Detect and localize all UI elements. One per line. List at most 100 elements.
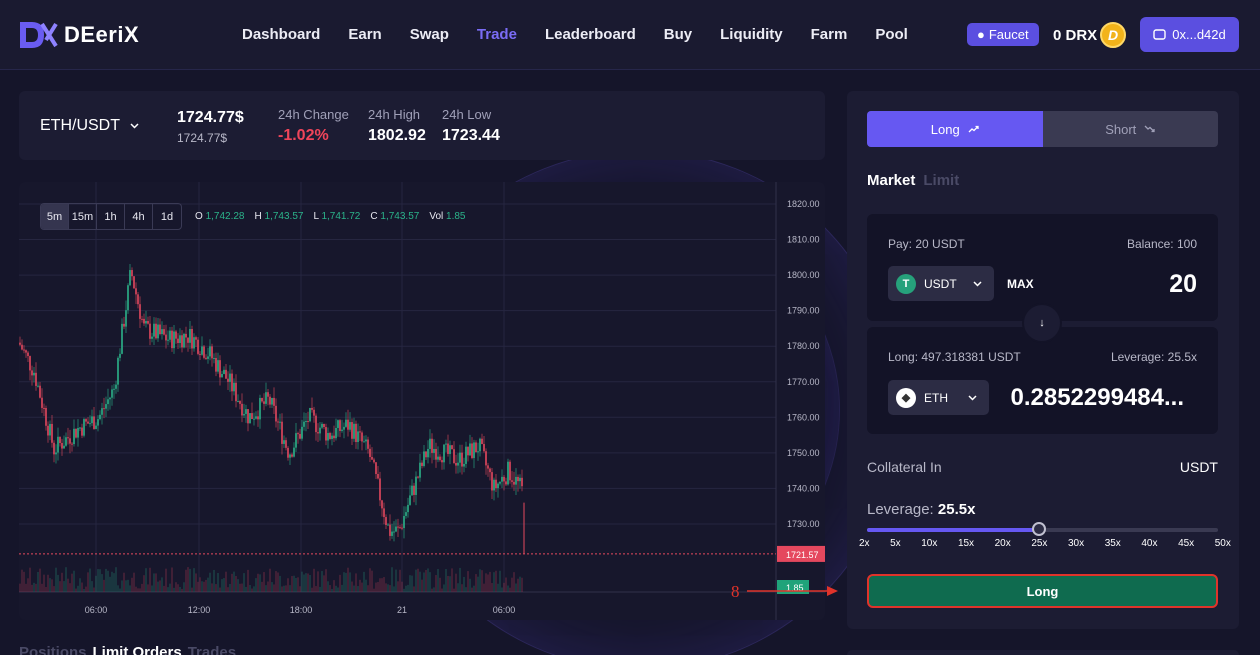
nav-earn[interactable]: Earn	[348, 26, 382, 43]
candle-body	[225, 369, 227, 379]
nav-liquidity[interactable]: Liquidity	[720, 26, 783, 43]
candle-body	[297, 433, 299, 435]
candle-body	[355, 423, 357, 443]
volume-bar	[219, 587, 221, 592]
nav-trade[interactable]: Trade	[476, 26, 517, 43]
volume-bar	[393, 586, 395, 592]
leverage-tick[interactable]: 15x	[957, 538, 975, 549]
time-tick-label: 21	[397, 605, 407, 615]
candle-body	[281, 421, 283, 444]
pair-selector[interactable]: ETH/USDT	[40, 117, 139, 135]
long-submit-button[interactable]: Long	[867, 574, 1218, 608]
tab-trades[interactable]: Trades	[187, 644, 237, 655]
candle-body	[245, 409, 247, 414]
leverage-tick[interactable]: 2x	[859, 538, 870, 549]
nav-dashboard[interactable]: Dashboard	[242, 26, 321, 43]
candle-body	[293, 447, 295, 457]
candle-body	[461, 452, 463, 467]
volume-bar	[437, 569, 439, 592]
nav-buy[interactable]: Buy	[663, 26, 693, 43]
candle-body	[107, 399, 109, 405]
volume-bar	[447, 575, 449, 592]
nav-pool[interactable]: Pool	[875, 26, 908, 43]
max-button[interactable]: MAX	[1007, 277, 1034, 291]
order-type-market[interactable]: Market	[867, 172, 916, 189]
volume-bar	[121, 580, 123, 592]
low-stat: 24h Low 1723.44	[442, 107, 500, 145]
candle-body	[267, 392, 269, 397]
leverage-tick[interactable]: 30x	[1068, 538, 1085, 549]
volume-bar	[35, 583, 37, 592]
leverage-tick[interactable]: 40x	[1141, 538, 1158, 549]
volume-bar	[43, 574, 45, 592]
time-tick-label: 18:00	[290, 605, 313, 615]
candle-body	[305, 421, 307, 423]
leverage-tick[interactable]: 50x	[1214, 538, 1231, 549]
tab-limit-orders[interactable]: Limit Orders	[92, 644, 182, 655]
volume-bar	[109, 576, 111, 592]
volume-bar	[231, 573, 233, 592]
swap-direction-button[interactable]: ↓	[1022, 303, 1062, 343]
volume-bar	[71, 573, 73, 592]
timeframe-1h[interactable]: 1h	[97, 204, 125, 229]
wallet-button[interactable]: 0x...d42d	[1140, 17, 1239, 52]
receive-amount[interactable]: 0.2852299484...	[1010, 384, 1185, 411]
leverage-slider[interactable]	[867, 522, 1218, 536]
faucet-icon: ●	[977, 27, 985, 42]
order-type-limit[interactable]: Limit	[923, 172, 960, 189]
candle-body	[205, 357, 207, 359]
candle-body	[213, 357, 215, 359]
price-tick-label: 1770.00	[787, 377, 820, 387]
candle-body	[277, 421, 279, 423]
candle-body	[383, 508, 385, 518]
timeframe-4h[interactable]: 4h	[125, 204, 153, 229]
leverage-tick[interactable]: 25x	[1031, 538, 1048, 549]
timeframe-15m[interactable]: 15m	[69, 204, 97, 229]
volume-bar	[497, 583, 499, 592]
receive-token-selector[interactable]: ◆ ETH	[888, 380, 989, 415]
nav-farm[interactable]: Farm	[810, 26, 848, 43]
short-tab-label: Short	[1105, 121, 1137, 137]
leverage-slider-thumb[interactable]	[1031, 522, 1046, 536]
timeframe-5m[interactable]: 5m	[41, 204, 69, 229]
candle-body	[145, 321, 147, 324]
leverage-tick[interactable]: 5x	[890, 538, 901, 549]
volume-bar	[23, 571, 25, 592]
volume-bar	[347, 567, 349, 592]
leverage-tick[interactable]: 10x	[921, 538, 938, 549]
leverage-tick[interactable]: 35x	[1104, 538, 1121, 549]
tab-long[interactable]: Long	[867, 111, 1043, 147]
volume-bar	[135, 586, 137, 592]
candle-body	[485, 451, 487, 466]
candle-body	[361, 432, 363, 442]
volume-bar	[199, 577, 201, 592]
volume-bar	[459, 567, 461, 592]
leverage-tick[interactable]: 20x	[994, 538, 1011, 549]
volume-bar	[205, 579, 207, 592]
volume-bar	[147, 584, 149, 592]
candle-body	[471, 443, 473, 459]
volume-bar	[365, 579, 367, 592]
price-chart[interactable]: 1820.00 1810.00 1800.00 1790.00 1780.00 1770.…	[19, 182, 825, 620]
candle-body	[275, 405, 277, 422]
candle-body	[201, 346, 203, 355]
volume-bar	[81, 582, 83, 592]
tab-positions[interactable]: Positions	[19, 644, 87, 655]
nav-swap[interactable]: Swap	[409, 26, 449, 43]
volume-bar	[505, 577, 507, 592]
candle-body	[103, 408, 105, 410]
volume-bar	[469, 578, 471, 592]
pay-amount-input[interactable]: 20	[1169, 270, 1197, 298]
collateral-value[interactable]: USDT	[1179, 459, 1218, 475]
faucet-button[interactable]: ● Faucet	[967, 23, 1039, 46]
logo[interactable]: DEeriX	[18, 20, 139, 50]
leverage-ticks: 2x 5x 10x 15x 20x 25x 30x 35x 40x 45x 50x	[859, 538, 1231, 549]
nav-leaderboard[interactable]: Leaderboard	[544, 26, 636, 43]
pay-token-selector[interactable]: T USDT	[888, 266, 994, 301]
candle-body	[365, 439, 367, 442]
tab-short[interactable]: Short	[1043, 111, 1219, 147]
timeframe-1d[interactable]: 1d	[160, 210, 174, 223]
volume-bar	[111, 571, 113, 592]
candle-body	[49, 423, 51, 436]
leverage-tick[interactable]: 45x	[1178, 538, 1195, 549]
